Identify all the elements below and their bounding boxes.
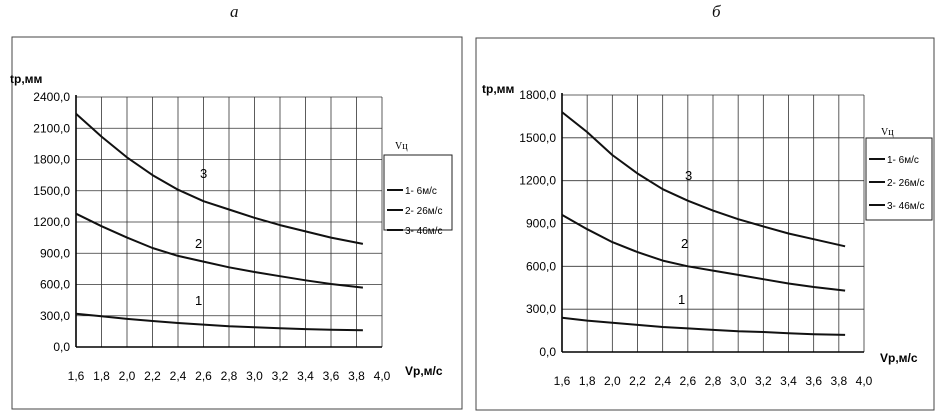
panel-a-x-tick-label: 2,2 <box>144 369 161 383</box>
panel-a-x-tick-label: 3,4 <box>297 369 314 383</box>
panel-b-x-axis-label: Vp,м/с <box>880 351 918 365</box>
panel-a-x-tick-label: 2,8 <box>221 369 238 383</box>
panel-b-x-tick-label: 3,0 <box>730 374 747 388</box>
panel-a-frame <box>11 36 463 410</box>
panel-a-series-3-line <box>75 112 364 245</box>
panel-b-y-tick-label: 900,0 <box>526 217 556 231</box>
panel-b-series-2-line <box>561 214 846 292</box>
panel-a-curve-label-2: 2 <box>195 236 202 251</box>
panel-b-x-tick-label: 3,2 <box>755 374 772 388</box>
panel-b-x-tick-label: 1,8 <box>579 374 596 388</box>
panel-a-x-tick-label: 1,8 <box>93 369 110 383</box>
panel-a-x-tick-label: 3,0 <box>246 369 263 383</box>
panel-b-letter: б <box>712 2 721 21</box>
panel-a-y-tick-label: 1500,0 <box>33 184 70 198</box>
panel-a-y-axis-label: tp,мм <box>10 72 43 86</box>
panel-b-legend-title: Vц <box>881 127 894 138</box>
panel-a-y-tick-label: 900,0 <box>40 246 70 260</box>
panel-a-curve-label-3: 3 <box>200 166 207 181</box>
panel-a-legend-box <box>383 154 453 231</box>
panel-b-x-tick-label: 3,8 <box>830 374 847 388</box>
panel-b-y-tick-label: 300,0 <box>526 302 556 316</box>
panel-a-x-tick-label: 3,2 <box>272 369 289 383</box>
panel-a-y-tick-label: 0,0 <box>53 340 70 354</box>
panel-b-x-tick-label: 4,0 <box>856 374 873 388</box>
panel-a-x-tick-label: 2,4 <box>170 369 187 383</box>
panel-a-y-tick-label: 1200,0 <box>33 215 70 229</box>
panel-b-legend-entry: 2- 26м/с <box>887 178 924 189</box>
panel-b-x-tick-label: 3,6 <box>805 374 822 388</box>
panel-b-y-tick-label: 1800,0 <box>519 88 556 102</box>
panel-a-x-axis-label: Vp,м/с <box>405 364 443 378</box>
panel-b-y-tick-label: 600,0 <box>526 259 556 273</box>
panel-a-legend-entry: 3- 46м/с <box>405 226 442 237</box>
panel-a-letter: а <box>230 2 239 21</box>
panel-a-x-tick-label: 3,8 <box>348 369 365 383</box>
panel-b-series-3-line <box>561 111 846 248</box>
panel-b-x-tick-label: 2,6 <box>679 374 696 388</box>
panel-b-curve-label-1: 1 <box>678 292 685 307</box>
panel-b-y-tick-label: 1500,0 <box>519 131 556 145</box>
panel-b-curve-label-2: 2 <box>681 236 688 251</box>
panel-b-y-axis-label: tp,мм <box>482 82 515 96</box>
panel-b-frame <box>475 37 935 411</box>
panel-b-y-tick-label: 1200,0 <box>519 174 556 188</box>
panel-a-x-tick-label: 4,0 <box>374 369 391 383</box>
panel-a-y-tick-label: 2400,0 <box>33 90 70 104</box>
panel-b-x-tick-label: 3,4 <box>780 374 797 388</box>
panel-b-legend-box <box>865 137 933 221</box>
panel-a-y-tick-label: 1800,0 <box>33 153 70 167</box>
panel-b-series-1-line <box>561 316 846 336</box>
panel-a-legend-entry: 1- 6м/с <box>405 186 437 197</box>
panel-b-curve-label-3: 3 <box>685 168 692 183</box>
panel-a-y-tick-label: 300,0 <box>40 309 70 323</box>
panel-a-y-tick-label: 2100,0 <box>33 121 70 135</box>
panel-a-x-tick-label: 2,6 <box>195 369 212 383</box>
panel-a-x-tick-label: 3,6 <box>323 369 340 383</box>
panel-a-curve-label-1: 1 <box>195 293 202 308</box>
panel-a-y-tick-label: 600,0 <box>40 278 70 292</box>
panel-b-y-tick-label: 0,0 <box>539 345 556 359</box>
panel-a-legend-entry: 2- 26м/с <box>405 206 442 217</box>
panel-a-x-tick-label: 1,6 <box>68 369 85 383</box>
panel-a-series-1-line <box>75 312 363 332</box>
panel-a-legend-title: Vц <box>395 141 408 152</box>
panel-b-x-tick-label: 2,8 <box>705 374 722 388</box>
panel-b-x-tick-label: 2,4 <box>654 374 671 388</box>
panel-b-legend-entry: 1- 6м/с <box>887 155 919 166</box>
panel-b-x-tick-label: 2,2 <box>629 374 646 388</box>
panel-b-x-tick-label: 2,0 <box>604 374 621 388</box>
panel-a-series-2-line <box>75 212 364 289</box>
panel-b-x-tick-label: 1,6 <box>554 374 571 388</box>
panel-b-legend-entry: 3- 46м/с <box>887 201 924 212</box>
panel-a-x-tick-label: 2,0 <box>119 369 136 383</box>
